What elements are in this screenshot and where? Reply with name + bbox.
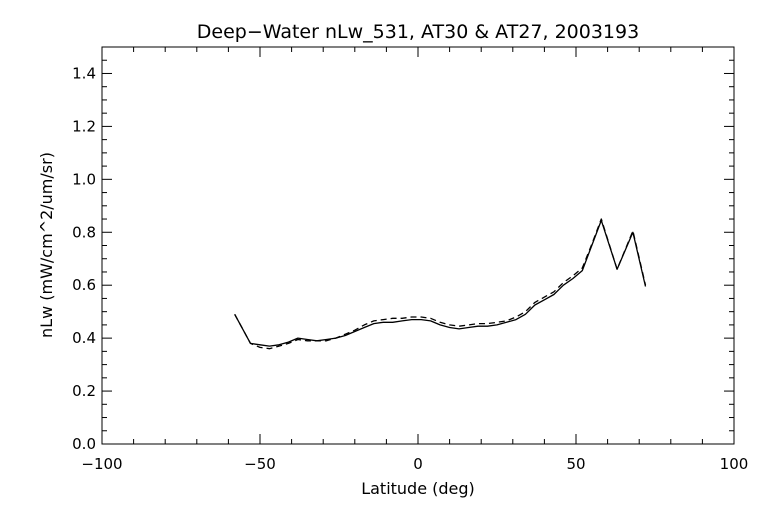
y-tick-label: 0.4	[72, 329, 96, 347]
y-axis: 0.0 0.2 0.4 0.6 0.8 1.0 1.2 1.4	[72, 59, 734, 453]
series-layer	[234, 218, 647, 350]
series-line-dashed	[234, 218, 647, 350]
y-tick-label: 1.2	[72, 117, 96, 135]
x-axis-label: Latitude (deg)	[361, 479, 475, 498]
chart-title: Deep−Water nLw_531, AT30 & AT27, 2003193	[197, 21, 639, 43]
y-tick-label: 1.0	[72, 170, 96, 188]
x-tick-label: 50	[566, 455, 585, 473]
x-tick-label: −50	[244, 455, 276, 473]
x-tick-label: 100	[720, 455, 749, 473]
plot-frame	[101, 46, 735, 445]
y-tick-label: 0.6	[72, 276, 96, 294]
series-line-solid	[234, 219, 647, 347]
y-tick-label: 0.8	[72, 223, 96, 241]
y-tick-label: 0.2	[72, 382, 96, 400]
y-axis-label: nLw (mW/cm^2/um/sr)	[37, 152, 56, 338]
x-tick-label: 0	[413, 455, 423, 473]
y-tick-label: 0.0	[72, 435, 96, 453]
x-tick-label: −100	[81, 455, 122, 473]
x-axis: −100 −50 0 50 100	[81, 47, 748, 473]
y-tick-label: 1.4	[72, 64, 96, 82]
